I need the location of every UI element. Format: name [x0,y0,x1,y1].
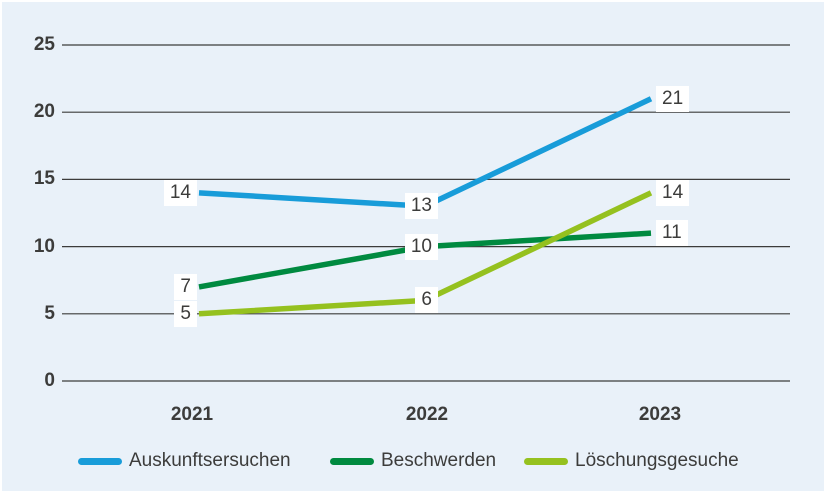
y-axis-tick: 10 [33,236,55,257]
series-line-auskunftsersuchen [198,96,653,210]
data-label: 10 [404,233,438,260]
legend-item-loeschungsgesuche: Löschungsgesuche [524,446,739,476]
data-label: 5 [174,300,197,327]
data-label: 21 [656,85,690,112]
data-label: 7 [174,273,197,300]
y-axis-tick: 15 [33,168,55,189]
data-label: 13 [404,193,438,220]
legend-swatch-darkgreen-icon [330,457,374,465]
data-label: 14 [163,179,197,206]
y-axis-tick: 20 [33,101,55,122]
data-label: 11 [656,220,688,247]
legend-swatch-blue-icon [78,457,122,465]
chart-legend: Auskunftsersuchen Beschwerden Löschungsg… [2,446,826,476]
legend-label: Löschungsgesuche [575,450,739,471]
legend-item-auskunftsersuchen: Auskunftsersuchen [78,446,291,476]
legend-swatch-lime-icon [524,457,568,465]
x-axis-label-2022: 2022 [405,404,449,425]
y-axis-tick: 0 [44,370,55,391]
legend-label: Auskunftsersuchen [129,450,291,471]
data-label: 6 [415,287,438,314]
legend-item-beschwerden: Beschwerden [330,446,496,476]
x-axis-label-2023: 2023 [638,404,682,425]
x-axis-label-2021: 2021 [170,404,214,425]
data-label: 14 [656,179,690,206]
y-axis-tick: 25 [33,34,55,55]
legend-label: Beschwerden [381,450,497,471]
y-axis-tick: 5 [44,303,55,324]
